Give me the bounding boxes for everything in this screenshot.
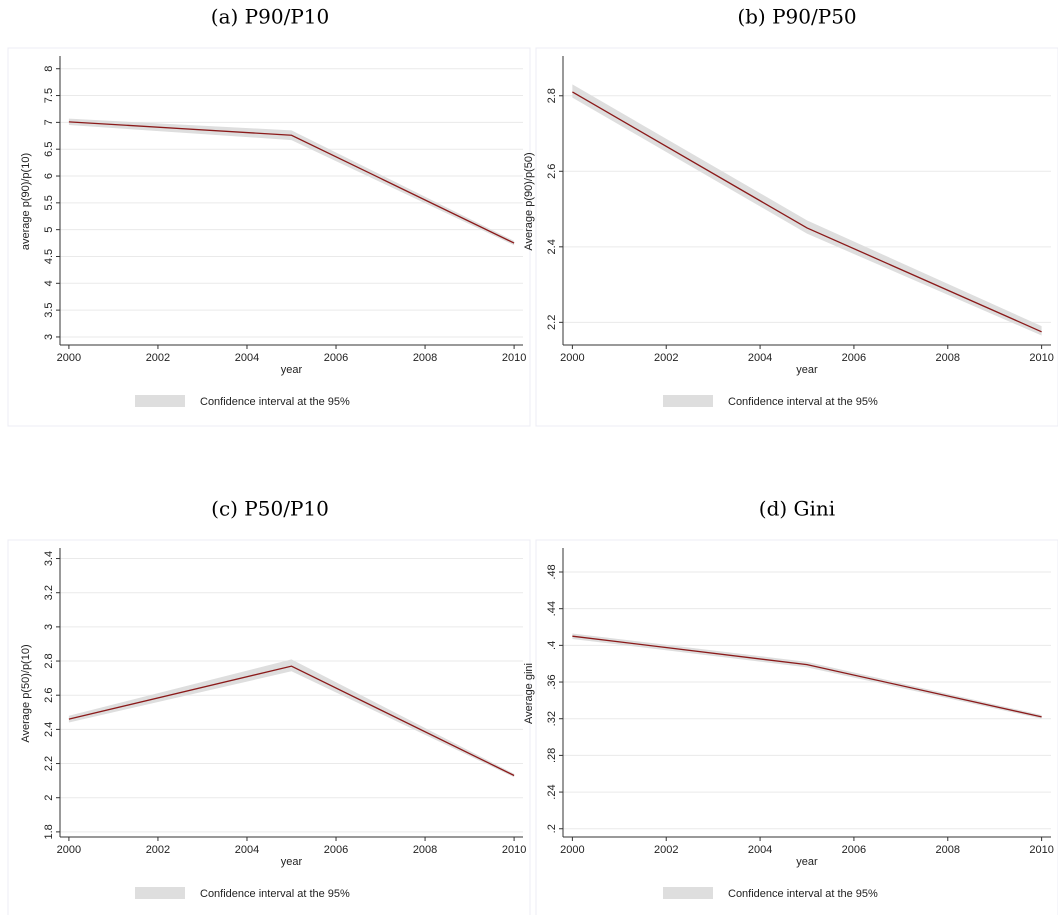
x-tick-label: 2006 xyxy=(842,844,866,856)
x-tick-label: 2000 xyxy=(560,352,584,364)
legend-label: Confidence interval at the 95% xyxy=(728,396,878,408)
panel: 2.2 2.4 2.6 2.8 2000 2002 2004 2006 2008 2010 year… xyxy=(523,47,1058,427)
y-tick-label: 2.4 xyxy=(43,722,55,737)
panel-title: (d) Gini xyxy=(759,497,835,521)
x-tick-label: 2004 xyxy=(748,352,772,364)
x-tick-label: 2002 xyxy=(654,352,678,364)
confidence-band xyxy=(572,633,1042,719)
y-tick-label: 2.2 xyxy=(546,315,558,330)
line xyxy=(68,665,515,777)
panel: .2 .24 .28 .32 .36 .4 .44 .48 2000 2002 2004 2006 20… xyxy=(523,539,1058,919)
confidence-band xyxy=(572,84,1042,336)
panel-frame xyxy=(7,539,531,919)
y-tick-label: 1.8 xyxy=(43,824,55,839)
y-tick-label: .44 xyxy=(546,601,558,616)
x-axis-label: year xyxy=(281,856,303,868)
y-tick-label: .2 xyxy=(546,824,558,833)
x-tick-label: 2004 xyxy=(235,352,259,364)
x-tick-label: 2002 xyxy=(146,352,170,364)
panel-title: (a) P90/P10 xyxy=(211,5,329,29)
x-tick-label: 2010 xyxy=(502,352,526,364)
y-tick-label: 2.4 xyxy=(546,239,558,254)
x-tick-label: 2000 xyxy=(560,844,584,856)
legend-label: Confidence interval at the 95% xyxy=(200,888,350,900)
x-tick-label: 2002 xyxy=(146,844,170,856)
x-tick-label: 2006 xyxy=(324,844,348,856)
y-axis-label: Average p(90)/p(50) xyxy=(523,152,535,250)
y-tick-label: 3.5 xyxy=(43,302,55,317)
legend-label: Confidence interval at the 95% xyxy=(728,888,878,900)
legend-swatch xyxy=(663,395,713,407)
y-tick-label: .4 xyxy=(546,641,558,650)
y-tick-label: .48 xyxy=(546,564,558,579)
x-tick-label: 2008 xyxy=(413,844,437,856)
y-tick-label: 3 xyxy=(43,334,55,340)
panel-frame xyxy=(535,47,1058,427)
y-tick-label: 5.5 xyxy=(43,195,55,210)
y-tick-label: 8 xyxy=(43,66,55,72)
y-tick-label: .32 xyxy=(546,711,558,726)
y-tick-label: 2.8 xyxy=(43,653,55,668)
y-tick-label: .36 xyxy=(546,674,558,689)
y-tick-label: 7.5 xyxy=(43,88,55,103)
legend-swatch xyxy=(663,887,713,899)
legend-swatch xyxy=(135,887,185,899)
confidence-band xyxy=(68,118,515,246)
y-tick-label: 2 xyxy=(43,795,55,801)
y-tick-label: .28 xyxy=(546,748,558,763)
y-tick-label: 5 xyxy=(43,227,55,233)
x-tick-label: 2004 xyxy=(235,844,259,856)
y-tick-label: 4.5 xyxy=(43,249,55,264)
x-tick-label: 2008 xyxy=(413,352,437,364)
y-axis-label: average p(90)/p(10) xyxy=(20,153,32,250)
line xyxy=(68,121,515,244)
x-tick-label: 2010 xyxy=(1029,844,1053,856)
y-tick-label: .24 xyxy=(546,784,558,799)
y-tick-label: 3.4 xyxy=(43,551,55,566)
x-axis-label: year xyxy=(281,364,303,376)
line xyxy=(572,635,1042,718)
panel-frame xyxy=(7,47,531,427)
y-tick-label: 4 xyxy=(43,280,55,286)
panel: 1.8 2 2.2 2.4 2.6 2.8 3 3.2 3.4 2000 2002 2004 2006 2… xyxy=(7,539,531,919)
panel: 3 3.5 4 4.5 5 5.5 6 6.5 7 7.5 8 2000 2002 2004 2006 200… xyxy=(7,47,531,427)
x-tick-label: 2000 xyxy=(57,844,81,856)
y-tick-label: 3 xyxy=(43,624,55,630)
y-axis-label: Average p(50)/p(10) xyxy=(20,644,32,742)
confidence-band xyxy=(68,659,515,778)
x-tick-label: 2002 xyxy=(654,844,678,856)
x-tick-label: 2006 xyxy=(324,352,348,364)
y-tick-label: 7 xyxy=(43,119,55,125)
x-axis-label: year xyxy=(796,856,818,868)
y-tick-label: 2.6 xyxy=(546,164,558,179)
y-tick-label: 2.8 xyxy=(546,88,558,103)
y-tick-label: 2.6 xyxy=(43,688,55,703)
y-tick-label: 6.5 xyxy=(43,142,55,157)
x-tick-label: 2008 xyxy=(936,844,960,856)
x-tick-label: 2010 xyxy=(1029,352,1053,364)
y-tick-label: 3.2 xyxy=(43,585,55,600)
legend-swatch xyxy=(135,395,185,407)
line xyxy=(572,91,1042,333)
y-axis-label: Average gini xyxy=(523,663,535,724)
x-tick-label: 2000 xyxy=(57,352,81,364)
x-tick-label: 2006 xyxy=(842,352,866,364)
y-tick-label: 2.2 xyxy=(43,756,55,771)
x-tick-label: 2010 xyxy=(502,844,526,856)
x-axis-label: year xyxy=(796,364,818,376)
y-tick-label: 6 xyxy=(43,173,55,179)
panel-title: (c) P50/P10 xyxy=(211,497,329,521)
x-tick-label: 2004 xyxy=(748,844,772,856)
legend-label: Confidence interval at the 95% xyxy=(200,396,350,408)
panel-title: (b) P90/P50 xyxy=(737,5,856,29)
x-tick-label: 2008 xyxy=(936,352,960,364)
